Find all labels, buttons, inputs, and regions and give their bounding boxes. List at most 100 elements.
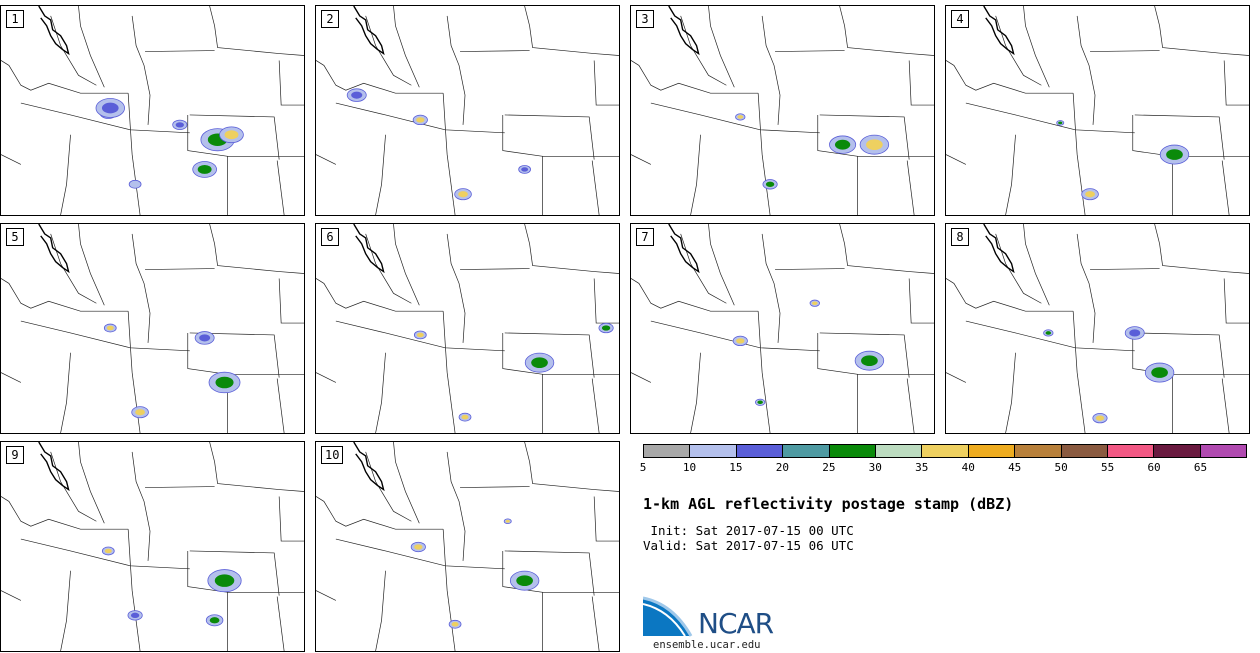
state-boundary [906,160,915,215]
reflectivity-core [131,182,139,187]
reflectivity-core [765,181,775,187]
state-boundary [375,352,386,433]
map-background [631,224,934,433]
reflectivity-core [1166,149,1183,160]
state-boundary [131,372,141,433]
reflectivity-core [416,117,425,123]
state-boundary [761,372,771,433]
colorbar-tick-label: 55 [1100,461,1115,474]
reflectivity-core [757,400,763,405]
colorbar-tick-label: 5 [639,461,647,474]
state-boundary [335,320,505,352]
state-boundary [591,378,600,433]
coastline [668,6,700,56]
map-background [1,6,304,215]
ncar-logo-icon [643,596,693,637]
reflectivity-core [737,115,744,119]
state-boundary [189,550,280,596]
state-boundary [708,6,735,88]
state-boundary [316,154,337,165]
state-boundary [50,15,97,86]
state-boundary [761,15,781,125]
reflectivity-core [1085,191,1095,198]
map-background [1,224,304,433]
state-boundary [524,224,619,274]
state-boundary [502,332,619,375]
map-background [316,442,619,651]
state-boundary [817,114,934,157]
reflectivity-core [505,519,510,523]
state-boundary [757,93,763,155]
state-boundary [365,15,412,86]
state-boundary [690,134,701,215]
reflectivity-core [861,355,878,367]
colorbar-tick-label: 10 [682,461,697,474]
panel-label: 8 [951,228,969,246]
state-boundary [316,496,444,530]
state-boundary [1134,332,1225,378]
coastline [353,442,385,492]
state-boundary [761,233,781,343]
map-background [316,224,619,433]
state-boundary [593,278,619,324]
state-boundary [1076,15,1096,125]
state-boundary [1,590,22,601]
reflectivity-core [1151,367,1168,378]
state-boundary [1154,224,1249,274]
state-boundary [504,114,595,160]
state-boundary [1,372,22,383]
state-boundary [524,442,619,492]
state-boundary [819,114,910,160]
state-boundary [393,224,420,306]
state-boundary [1223,60,1249,106]
state-boundary [1134,114,1225,160]
panel-label: 4 [951,10,969,28]
reflectivity-core [215,376,234,389]
reflectivity-core [1058,121,1063,125]
state-boundary [775,50,845,52]
state-boundary [209,442,304,492]
member-panel-6: 6 [315,223,620,434]
state-boundary [187,550,304,593]
map-background [631,6,934,215]
state-boundary [631,60,759,94]
state-boundary [60,134,71,215]
reflectivity-core [104,548,112,554]
state-boundary [446,590,456,651]
state-boundary [131,15,151,125]
colorbar-bin-0 [644,445,691,457]
state-boundary [817,332,934,375]
state-boundary [131,451,151,561]
state-boundary [442,311,448,373]
reflectivity-colorbar [643,444,1247,458]
state-boundary [446,15,466,125]
state-boundary [187,114,304,157]
panel-label: 2 [321,10,339,28]
state-boundary [1,60,129,94]
reflectivity-core [531,357,548,369]
init-time: Init: Sat 2017-07-15 00 UTC [643,523,854,538]
state-boundary [631,154,652,165]
reflectivity-core [199,334,211,342]
colorbar-bin-6 [922,445,969,457]
state-boundary [278,496,304,542]
state-boundary [442,93,448,155]
reflectivity-core [521,167,529,172]
reflectivity-core [106,325,114,331]
colorbar-tick-label: 45 [1008,461,1022,474]
reflectivity-core [601,325,611,331]
state-boundary [1132,114,1249,157]
state-boundary [365,451,412,522]
state-boundary [504,332,595,378]
state-boundary [446,372,456,433]
reflectivity-core [516,575,533,587]
state-boundary [20,102,190,134]
reflectivity-core [1129,329,1141,337]
colorbar-tick-label: 50 [1054,461,1068,474]
state-boundary [446,451,466,561]
member-panel-10: 10 [315,441,620,652]
state-boundary [276,378,285,433]
state-boundary [393,6,420,88]
state-boundary [78,224,105,306]
coastline [38,442,70,492]
